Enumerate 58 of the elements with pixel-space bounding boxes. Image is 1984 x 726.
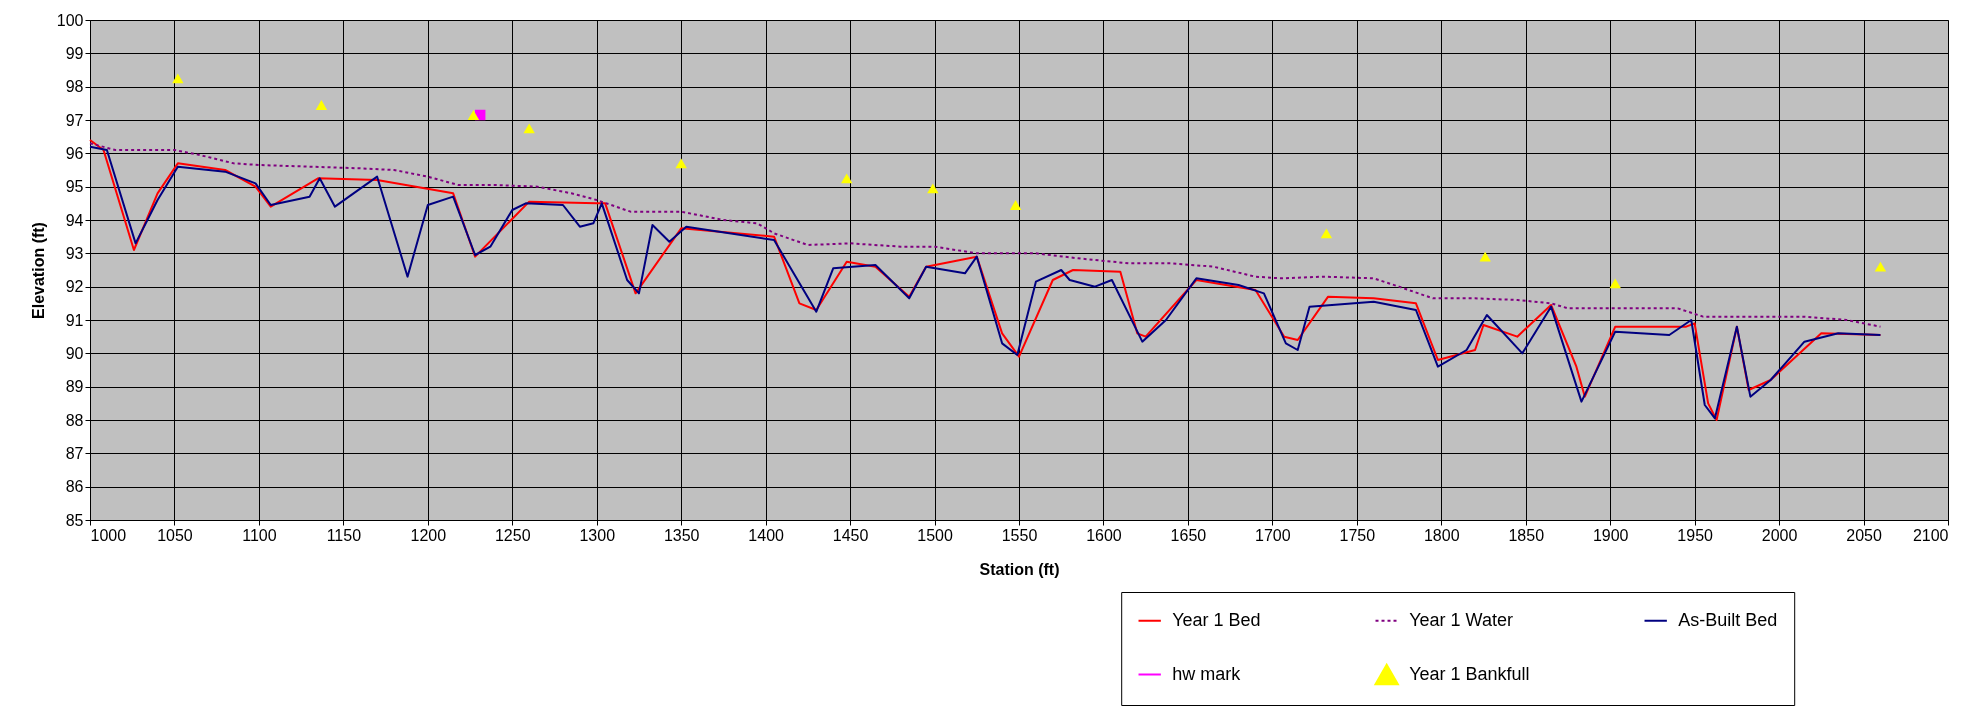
legend-label: As-Built Bed [1678, 609, 1778, 630]
x-tick-label: 1250 [494, 526, 531, 544]
x-tick-label: 1600 [1086, 526, 1122, 544]
x-tick-label: 1950 [1677, 526, 1714, 544]
x-tick-label: 1050 [157, 526, 193, 544]
point [927, 183, 939, 194]
legend-label: Year 1 Bed [1172, 609, 1261, 630]
legend-label: Year 1 Bankfull [1409, 663, 1530, 684]
x-tick-label: 1350 [663, 526, 700, 544]
x-tick-label: 1200 [410, 526, 447, 544]
y-tick-label: 100 [56, 11, 84, 29]
x-tick-label: 1800 [1423, 526, 1460, 544]
point [1479, 251, 1491, 262]
y-tick-label: 99 [65, 44, 84, 62]
x-axis-title: Station (ft) [979, 560, 1060, 578]
x-tick-label: 1400 [748, 526, 785, 544]
y-tick-label: 87 [65, 444, 84, 462]
y-tick-label: 98 [65, 78, 84, 96]
x-tick-label: 1850 [1508, 526, 1545, 544]
point [467, 110, 480, 120]
y-axis-title: Elevation (ft) [29, 222, 47, 319]
x-tick-label: 1300 [579, 526, 616, 544]
y-tick-label: 91 [65, 311, 84, 329]
y-tick-label: 88 [65, 411, 84, 429]
x-tick-label: 1450 [832, 526, 869, 544]
x-tick-label: 2000 [1761, 526, 1798, 544]
x-tick-label: 1150 [326, 526, 362, 544]
y-tick-label: 90 [65, 344, 84, 362]
point [172, 73, 184, 84]
legend-label: Year 1 Water [1409, 609, 1513, 630]
point [523, 123, 535, 134]
y-tick-label: 96 [65, 144, 84, 162]
y-tick-label: 95 [65, 178, 84, 196]
point [1009, 200, 1022, 210]
y-tick-label: 89 [65, 378, 84, 396]
y-tick-label: 85 [65, 511, 84, 529]
x-tick-label: 1000 [90, 526, 127, 544]
x-tick-label: 1900 [1592, 526, 1629, 544]
point [675, 158, 687, 169]
y-tick-label: 93 [65, 244, 84, 262]
x-tick-label: 2100 [1912, 526, 1949, 544]
x-tick-label: 1650 [1170, 526, 1207, 544]
y-tick-label: 86 [65, 478, 84, 496]
x-tick-label: 1750 [1339, 526, 1376, 544]
point [841, 173, 853, 184]
y-tick-label: 97 [65, 111, 84, 129]
point [1609, 278, 1621, 289]
point [315, 100, 328, 110]
y-tick-label: 94 [65, 211, 84, 229]
point [1320, 228, 1333, 239]
x-tick-label: 2050 [1846, 526, 1882, 544]
x-tick-label: 1500 [917, 526, 953, 544]
x-tick-label: 1100 [242, 526, 277, 544]
legend-label: hw mark [1172, 663, 1242, 684]
point [1874, 261, 1887, 272]
y-tick-label: 92 [65, 278, 84, 296]
x-tick-label: 1700 [1255, 526, 1291, 544]
x-tick-label: 1550 [1001, 526, 1038, 544]
